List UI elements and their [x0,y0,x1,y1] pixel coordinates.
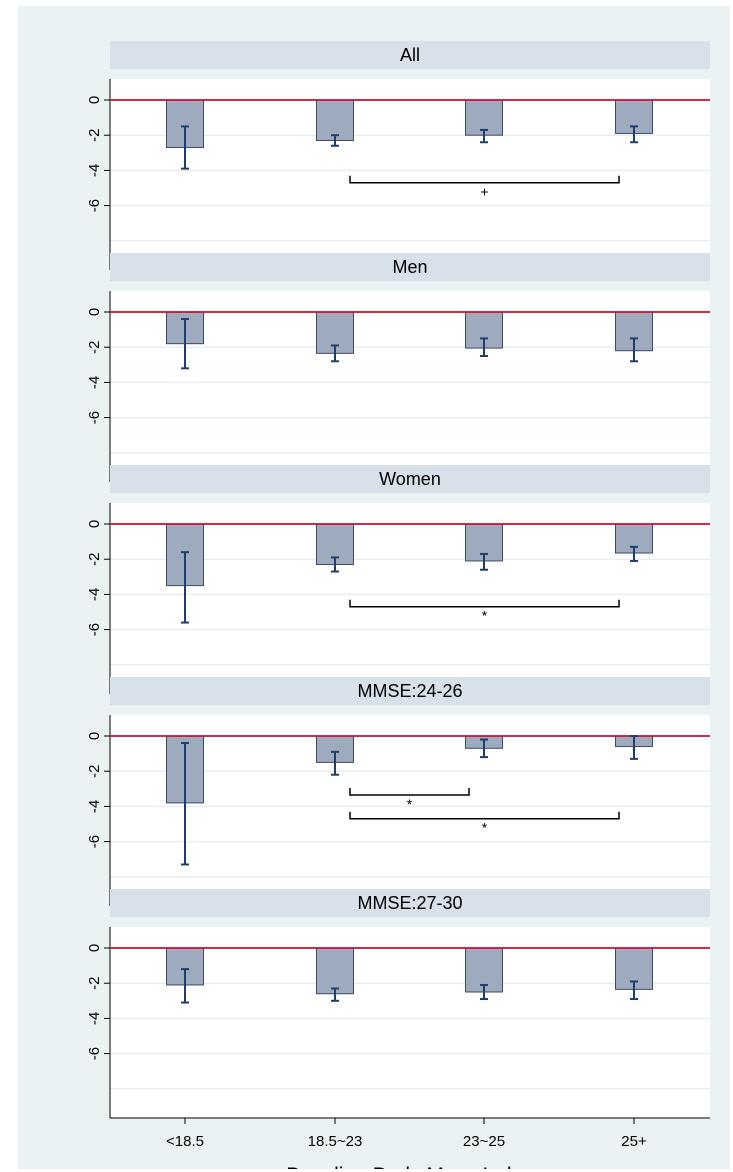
figure: All 0 -2 -4 -6 + Men 0 -2 -4 -6 Women 0 -2 -4 -6 * MMSE:2… [18,6,730,1169]
y-tick-label: -6 [86,411,103,424]
x-tick-label: <18.5 [166,1133,204,1150]
panel-title: Women [379,469,441,489]
y-tick-label: 0 [86,732,103,740]
plot-area [110,290,710,482]
significance-marker: * [482,608,488,624]
x-tick-label: 18.5~23 [308,1133,363,1150]
significance-bracket [349,175,620,184]
x-axis-title: Baseline Body Mass Index [286,1164,534,1169]
significance-bracket [349,599,620,608]
significance-marker: * [482,820,488,836]
y-tick-label: 0 [86,96,103,104]
panel-title: MMSE:27-30 [357,893,462,913]
y-tick-label: -4 [86,164,103,177]
x-tick-label: 23~25 [463,1133,505,1150]
y-tick-label: -2 [86,765,103,778]
y-tick-label: -4 [86,800,103,813]
significance-bracket [349,787,470,796]
y-tick-label: -6 [86,1047,103,1060]
panel-title: MMSE:24-26 [357,681,462,701]
plot-area [110,502,710,694]
y-tick-label: -2 [86,129,103,142]
y-tick-label: -6 [86,623,103,636]
significance-bracket [349,811,620,820]
plot-area [110,78,710,270]
y-tick-label: -4 [86,376,103,389]
panel-header [110,677,710,705]
y-tick-label: -2 [86,977,103,990]
y-tick-label: 0 [86,944,103,952]
panel-title: Men [392,257,427,277]
y-tick-label: 0 [86,308,103,316]
bar [316,311,354,354]
x-tick-label: 25+ [621,1133,647,1150]
plot-area [110,714,710,906]
panel-title: All [400,45,420,65]
panel-header [110,465,710,493]
y-tick-label: -6 [86,199,103,212]
y-tick-label: -2 [86,553,103,566]
y-tick-label: -2 [86,341,103,354]
plot-area [110,926,710,1118]
panel-header [110,889,710,917]
y-tick-label: 0 [86,520,103,528]
significance-marker: + [480,184,488,200]
y-tick-label: -4 [86,588,103,601]
panel-header [110,253,710,281]
panel-header [110,41,710,69]
significance-marker: * [407,796,413,812]
y-tick-label: -4 [86,1012,103,1025]
bar [316,947,354,995]
chart-svg: All 0 -2 -4 -6 + Men 0 -2 -4 -6 Women 0 -2 -4 -6 * MMSE:2… [86,41,710,1169]
y-tick-label: -6 [86,835,103,848]
